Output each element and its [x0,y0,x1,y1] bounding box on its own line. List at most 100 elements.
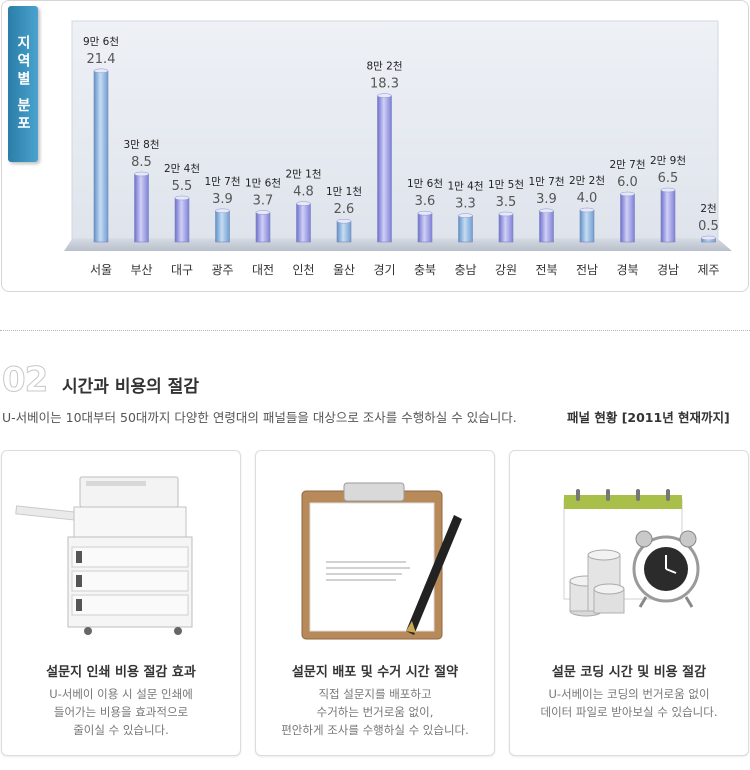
bar-top [377,93,392,98]
card-desc-line: 줄이실 수 있습니다. [73,723,169,737]
section-title: 시간과 비용의 절감 [62,377,199,397]
bar-count-label: 1만 6천 [245,177,281,189]
section-number: 02 [1,360,48,401]
x-tick-label: 전북 [535,263,557,277]
bar-value-label: 3.6 [415,194,436,209]
section-divider [0,330,750,331]
bar-value-label: 3.7 [253,193,274,208]
bar-value-label: 0.5 [698,219,719,234]
bar-count-label: 2만 4천 [164,163,200,175]
bar [336,220,352,243]
card-desc-line: U-서베이는 코딩의 번거로움 없이 [548,687,710,701]
bar [620,193,635,243]
clipboard-illustration [301,482,462,640]
bar-top [458,213,473,218]
bar [296,203,311,243]
bar [377,95,392,243]
card-description: U-서베이는 코딩의 번거로움 없이 데이터 파일로 받아보실 수 있습니다. [510,685,748,721]
section-description: U-서베이는 10대부터 50대까지 다양한 연령대의 패널들을 대상으로 조사… [2,410,517,425]
bar-value-label: 6.5 [658,171,679,186]
card-desc-line: 수거하는 번거로움 없이, [316,705,434,719]
bar-count-label: 3만 8천 [123,139,159,151]
bar-top [336,218,352,224]
bar [215,210,230,243]
bar-count-label: 2만 1천 [285,169,321,181]
bar [579,209,595,243]
bar-top [255,210,271,215]
x-tick-label: 대구 [171,263,193,277]
region-chart-card: 21.4 9만 6천 서울 8.5 3만 8천 부산 5.5 2만 4천 대구 3.9 1만 7천 광… [1,0,749,292]
card-desc-line: 직접 설문지를 배포하고 [318,687,432,701]
bar-count-label: 1만 7천 [528,176,564,188]
x-tick-label: 경기 [373,263,395,277]
bar-value-label: 8.5 [131,155,152,170]
bar-value-label: 3.5 [496,195,517,210]
card-print-cost: 설문지 인쇄 비용 절감 효과 U-서베이 이용 시 설문 인쇄에 들어가는 비… [1,450,241,756]
bar-top [134,171,149,177]
card-desc-line: U-서베이 이용 시 설문 인쇄에 [49,687,193,701]
card-title: 설문 코딩 시간 및 비용 절감 [551,665,707,680]
bar-top [620,191,635,197]
bar [417,212,433,243]
bar [660,189,676,243]
card-desc-line: 편안하게 조사를 수행하실 수 있습니다. [281,723,469,737]
bar [498,213,514,243]
bar-count-label: 9만 6천 [83,36,119,48]
card-distribution-time: 설문지 배포 및 수거 시간 절약 직접 설문지를 배포하고 수거하는 번거로움… [255,450,495,756]
x-tick-label: 충남 [454,263,476,277]
x-tick-label: 인천 [292,262,314,277]
bar-value-label: 5.5 [172,179,193,194]
bar-top [296,201,311,206]
bar-count-label: 1만 4천 [447,181,483,193]
card-desc-line: 들어가는 비용을 효과적으로 [53,705,189,719]
bar-count-label: 8만 2천 [366,61,402,73]
x-tick-label: 경남 [657,263,679,277]
printer-illustration [15,476,193,635]
x-tick-label: 전남 [576,263,598,277]
bar-count-label: 2천 [700,203,716,215]
bar-top [660,187,676,193]
bar-value-label: 3.9 [212,192,233,207]
card-description: U-서베이 이용 시 설문 인쇄에 들어가는 비용을 효과적으로 줄이실 수 있… [2,685,240,739]
bar-top [215,208,230,214]
x-tick-label: 경북 [616,263,638,277]
bar-top [498,211,514,217]
x-tick-label: 대전 [252,263,274,277]
bar-top [539,208,554,214]
x-tick-label: 광주 [211,263,233,277]
card-coding-cost: 설문 코딩 시간 및 비용 절감 U-서베이는 코딩의 번거로움 없이 데이터 … [509,450,749,756]
card-description: 직접 설문지를 배포하고 수거하는 번거로움 없이, 편안하게 조사를 수행하실… [256,685,494,739]
bar [458,215,473,243]
bar-top [417,210,433,216]
bar-value-label: 4.0 [577,191,598,206]
bar-value-label: 2.6 [334,202,355,217]
bar-count-label: 2만 7천 [609,159,645,171]
card-desc-line: 데이터 파일로 받아보실 수 있습니다. [540,705,718,719]
x-tick-label: 강원 [495,263,517,277]
bar [174,197,190,243]
clock-coins-illustration [563,489,700,617]
x-tick-label: 울산 [333,263,355,277]
bar-count-label: 1만 1천 [326,186,362,198]
bar-count-label: 2만 9천 [650,155,686,167]
bar [539,210,554,243]
panel-status: 패널 현황 [2011년 현재까지] [567,410,730,425]
x-tick-label: 서울 [90,263,112,277]
x-tick-label: 충북 [414,263,436,277]
card-title: 설문지 인쇄 비용 절감 효과 [46,665,196,680]
bar-value-label: 3.9 [536,192,557,207]
region-distribution-label: 지역별 분포 [15,34,31,134]
bar-count-label: 2만 2천 [569,175,605,187]
bar-value-label: 3.3 [455,197,476,212]
bar-top [701,235,716,241]
bar-count-label: 1만 5천 [488,179,524,191]
bar-value-label: 6.0 [617,175,638,190]
x-tick-label: 제주 [697,263,719,277]
bar [93,70,109,243]
x-tick-label: 부산 [130,263,152,277]
bar-top [174,195,190,201]
bar [255,212,271,243]
card-title: 설문지 배포 및 수거 시간 절약 [291,665,459,680]
